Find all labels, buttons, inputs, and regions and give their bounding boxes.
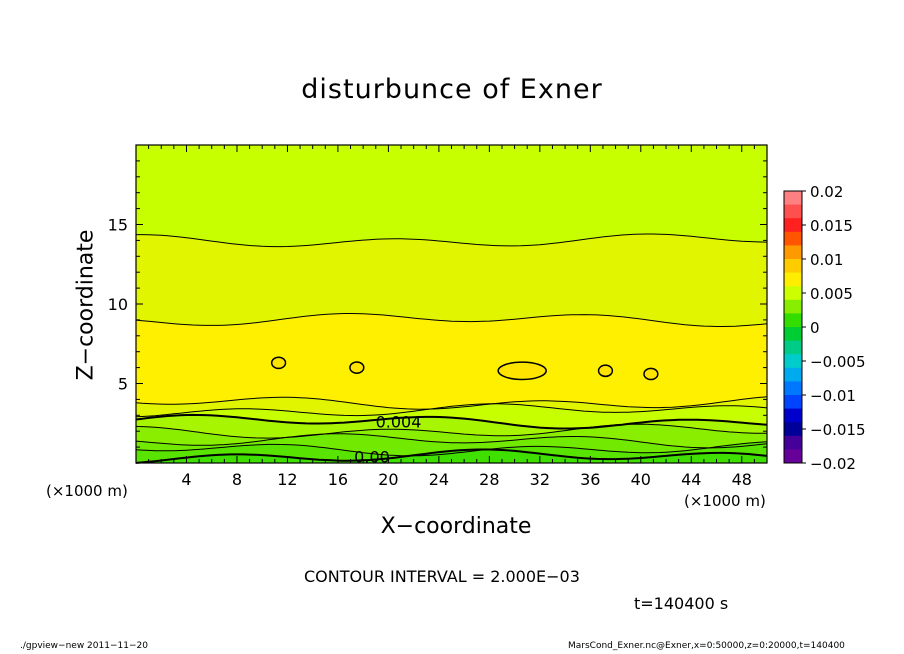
colorbar-segment: [784, 381, 802, 396]
x-tick-label: 24: [429, 470, 449, 489]
colorbar-tick-label: 0.01: [810, 251, 843, 269]
x-unit-right: (×1000 m): [684, 492, 766, 510]
colorbar-segment: [784, 449, 802, 464]
contour-line: [135, 403, 768, 418]
x-tick-label: 12: [277, 470, 297, 489]
colorbar-segment: [784, 272, 802, 287]
closed-contour: [643, 367, 659, 381]
colorbar-segment: [784, 422, 802, 437]
closed-contour: [349, 361, 365, 374]
colorbar-tick-label: 0.015: [810, 217, 853, 235]
x-tick-label: 44: [681, 470, 701, 489]
colorbar-segment: [784, 340, 802, 355]
y-tick-label: 5: [118, 375, 128, 394]
colorbar-segment: [784, 245, 802, 260]
x-tick-label: 36: [580, 470, 600, 489]
contour-line: [135, 396, 768, 410]
colorbar-tick-label: −0.02: [810, 455, 856, 473]
contour-line: [135, 423, 767, 439]
time-stamp: t=140400 s: [634, 594, 729, 613]
colorbar-segment: [784, 191, 802, 206]
colorbar-tick-label: −0.01: [810, 387, 856, 405]
contour-line: [135, 413, 768, 430]
colorbar-tick-label: −0.015: [810, 421, 866, 439]
colorbar-segment: [784, 204, 802, 219]
contour-label: 0.004: [376, 413, 422, 432]
colorbar-segment: [784, 395, 802, 410]
colorbar-segment: [784, 231, 802, 246]
colorbar-segment: [784, 286, 802, 301]
x-tick-label: 8: [232, 470, 242, 489]
contour-line: [135, 433, 768, 449]
contour-interval-note: CONTOUR INTERVAL = 2.000E−03: [304, 567, 580, 586]
contour-line: [135, 313, 768, 327]
contour-line: [135, 441, 768, 457]
colorbar-segment: [784, 327, 802, 342]
x-axis-label: X−coordinate: [380, 514, 532, 539]
colorbar-tick-label: 0.005: [810, 285, 853, 303]
colorbar-tick-label: −0.005: [810, 353, 866, 371]
colorbar-segment: [784, 367, 802, 382]
closed-contour: [597, 364, 614, 378]
x-tick-label: 48: [732, 470, 752, 489]
contour-line: [135, 448, 768, 464]
closed-contour: [270, 356, 287, 370]
x-unit-left: (×1000 m): [46, 482, 128, 500]
x-tick-label: 4: [181, 470, 191, 489]
x-tick-label: 16: [328, 470, 348, 489]
contour-label: 0.00: [354, 448, 390, 467]
x-tick-label: 20: [378, 470, 398, 489]
colorbar-tick-label: 0: [810, 319, 820, 337]
colorbar-segment: [784, 354, 802, 369]
y-axis-label: Z−coordinate: [73, 229, 99, 381]
footer-right: MarsCond_Exner.nc@Exner,x=0:50000,z=0:20…: [568, 641, 845, 651]
contour-line: [136, 233, 768, 248]
footer-left: ./gpview−new 2011−11−20: [20, 641, 148, 651]
chart-title: disturbunce of Exner: [301, 74, 603, 105]
colorbar-segment: [784, 313, 802, 328]
colorbar-segment: [784, 435, 802, 450]
colorbar-tick-label: 0.02: [810, 183, 843, 201]
colorbar-segment: [784, 299, 802, 314]
colorbar-segment: [784, 259, 802, 274]
y-tick-label: 15: [108, 216, 128, 235]
y-tick-label: 10: [108, 295, 128, 314]
x-tick-label: 40: [631, 470, 651, 489]
colorbar-segment: [784, 218, 802, 233]
x-tick-label: 28: [479, 470, 499, 489]
colorbar-segment: [784, 408, 802, 423]
closed-contour: [497, 361, 547, 381]
x-tick-label: 32: [530, 470, 550, 489]
